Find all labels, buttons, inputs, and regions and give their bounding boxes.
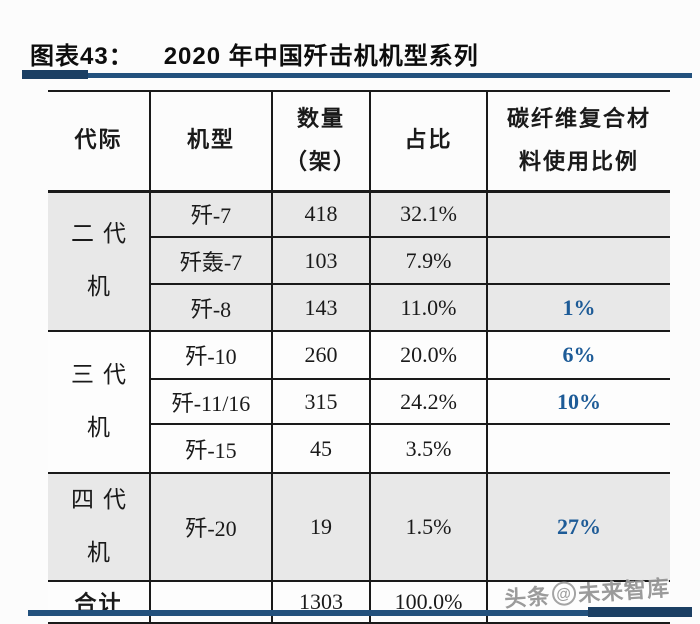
total-count-cell: 1303 (271, 579, 371, 624)
carbon-cell (486, 236, 670, 285)
bottom-rule-accent (588, 607, 692, 617)
total-model-cell (149, 579, 273, 624)
share-cell: 1.5% (369, 472, 488, 582)
col-header-model: 机型 (149, 90, 273, 193)
share-cell: 11.0% (369, 283, 488, 332)
share-cell: 20.0% (369, 330, 488, 380)
figure-title-text: 2020 年中国歼击机机型系列 (163, 43, 479, 70)
model-cell: 歼-20 (149, 472, 273, 582)
count-cell: 19 (271, 472, 371, 582)
generation-cell-2nd: 二代 机 (48, 190, 151, 332)
count-cell: 418 (271, 190, 371, 238)
carbon-cell: 27% (486, 472, 670, 582)
col-header-generation: 代际 (48, 90, 151, 193)
model-cell: 歼-15 (149, 423, 273, 474)
count-cell: 45 (271, 423, 371, 474)
table-row-j8: 歼-8 143 11.0% 1% (48, 283, 670, 332)
generation-cell-4th: 四代 机 (48, 472, 151, 582)
model-cell: 歼-7 (149, 190, 273, 238)
model-cell: 歼-11/16 (149, 378, 273, 425)
col-header-share: 占比 (369, 90, 488, 193)
carbon-cell (486, 423, 670, 474)
table-row-jh7: 歼轰-7 103 7.9% (48, 236, 670, 285)
share-cell: 32.1% (369, 190, 488, 238)
top-rule (22, 73, 692, 78)
model-cell: 歼轰-7 (149, 236, 273, 285)
model-cell: 歼-10 (149, 330, 273, 380)
table-row-j20: 四代 机 歼-20 19 1.5% 27% (48, 472, 670, 582)
figure-title: 图表43： 2020 年中国歼击机机型系列 (30, 36, 479, 71)
watermark-prefix: 头条 (503, 583, 552, 612)
col-header-count: 数量 （架） (271, 90, 371, 193)
share-cell: 3.5% (369, 423, 488, 474)
carbon-cell: 1% (486, 283, 670, 332)
top-rule-accent (22, 70, 88, 79)
share-cell: 7.9% (369, 236, 488, 285)
table-row-j7: 二代 机 歼-7 418 32.1% (48, 190, 670, 332)
table-row-j1116: 歼-11/16 315 24.2% 10% (48, 378, 670, 425)
bottom-rule (28, 610, 692, 616)
generation-cell-3rd: 三代 机 (48, 330, 151, 474)
table-row-j10: 三代 机 歼-10 260 20.0% 6% (48, 330, 670, 474)
carbon-cell: 6% (486, 330, 670, 380)
table-row-j15: 歼-15 45 3.5% (48, 423, 670, 474)
count-cell: 315 (271, 378, 371, 425)
watermark-logo-icon: @ (551, 580, 577, 607)
fighter-model-table: 代际 机型 数量 （架） 占比 碳纤维复合材 料使用比例 二代 机 歼-7 41… (48, 90, 670, 624)
carbon-cell: 10% (486, 378, 670, 425)
col-header-carbon: 碳纤维复合材 料使用比例 (486, 90, 670, 193)
count-cell: 103 (271, 236, 371, 285)
watermark-name: 未来智库 (577, 575, 671, 607)
total-share-cell: 100.0% (369, 579, 488, 624)
carbon-cell (486, 190, 670, 238)
figure-number-label: 图表43： (30, 43, 134, 70)
share-cell: 24.2% (369, 378, 488, 425)
total-label-cell: 合计 (48, 579, 151, 624)
count-cell: 143 (271, 283, 371, 332)
model-cell: 歼-8 (149, 283, 273, 332)
table-header-row: 代际 机型 数量 （架） 占比 碳纤维复合材 料使用比例 (48, 90, 670, 193)
count-cell: 260 (271, 330, 371, 380)
